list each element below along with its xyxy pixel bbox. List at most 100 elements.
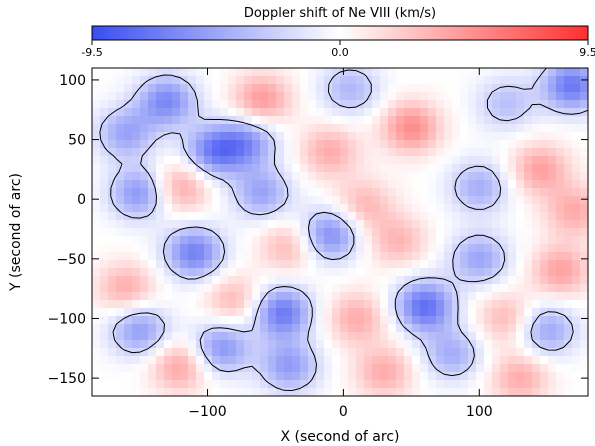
heatmap-cell — [572, 140, 581, 149]
heatmap-cell — [292, 76, 301, 85]
heatmap-cell — [148, 308, 157, 317]
heatmap-cell — [108, 236, 117, 245]
heatmap-cell — [332, 132, 341, 141]
heatmap-cell — [460, 220, 469, 229]
heatmap-cell — [236, 188, 245, 197]
colorbar-ticks: -9.5 0.0 9.5 — [81, 40, 595, 59]
heatmap-cell — [524, 308, 533, 317]
heatmap-cell — [460, 292, 469, 301]
heatmap-cell — [364, 236, 373, 245]
heatmap-cell — [300, 228, 309, 237]
y-tick-label: −50 — [56, 252, 86, 268]
heatmap-cell — [212, 132, 221, 141]
heatmap-cell — [92, 180, 101, 189]
heatmap-cell — [548, 244, 557, 253]
heatmap-cell — [276, 108, 285, 117]
heatmap-cell — [220, 316, 229, 325]
heatmap-cell — [300, 212, 309, 221]
heatmap-cell — [292, 260, 301, 269]
heatmap-cell — [532, 244, 541, 253]
heatmap-cell — [380, 228, 389, 237]
heatmap-cell — [220, 276, 229, 285]
heatmap-cell — [508, 252, 517, 261]
heatmap-cell — [164, 228, 173, 237]
heatmap-cell — [388, 340, 397, 349]
heatmap-cell — [468, 348, 477, 357]
heatmap-cell — [524, 76, 533, 85]
heatmap-cell — [228, 196, 237, 205]
heatmap-cell — [404, 188, 413, 197]
heatmap-cell — [164, 220, 173, 229]
heatmap-cell — [492, 380, 501, 389]
heatmap-cell — [524, 220, 533, 229]
heatmap-cell — [316, 284, 325, 293]
heatmap-cell — [244, 372, 253, 381]
heatmap-cell — [476, 308, 485, 317]
heatmap-cell — [228, 188, 237, 197]
heatmap-cell — [284, 364, 293, 373]
heatmap-cell — [452, 380, 461, 389]
heatmap-cell — [308, 116, 317, 125]
heatmap-cell — [460, 132, 469, 141]
heatmap-cell — [348, 180, 357, 189]
heatmap-cell — [436, 140, 445, 149]
heatmap-cell — [196, 236, 205, 245]
heatmap-cell — [188, 340, 197, 349]
heatmap-cell — [380, 236, 389, 245]
heatmap-cell — [428, 260, 437, 269]
heatmap-cell — [276, 364, 285, 373]
heatmap-cell — [396, 252, 405, 261]
heatmap-cell — [340, 388, 349, 396]
heatmap-cell — [492, 236, 501, 245]
heatmap-cell — [500, 228, 509, 237]
heatmap-cell — [540, 276, 549, 285]
heatmap-cell — [452, 340, 461, 349]
heatmap-cell — [308, 124, 317, 133]
heatmap-cell — [524, 260, 533, 269]
heatmap-cell — [348, 172, 357, 181]
heatmap-cell — [340, 324, 349, 333]
heatmap-cell — [260, 244, 269, 253]
heatmap-cell — [364, 324, 373, 333]
heatmap-cell — [348, 332, 357, 341]
heatmap-cell — [268, 268, 277, 277]
heatmap-cell — [412, 348, 421, 357]
heatmap-cell — [292, 228, 301, 237]
heatmap-cell — [540, 204, 549, 213]
heatmap-cell — [540, 212, 549, 221]
heatmap-cell — [172, 212, 181, 221]
heatmap-cell — [252, 332, 261, 341]
heatmap-cell — [220, 372, 229, 381]
heatmap-cell — [132, 156, 141, 165]
heatmap-cell — [420, 220, 429, 229]
heatmap-cell — [92, 340, 101, 349]
heatmap-cell — [580, 108, 588, 117]
heatmap-cell — [380, 380, 389, 389]
heatmap-cell — [244, 180, 253, 189]
heatmap-cell — [284, 268, 293, 277]
heatmap-cell — [460, 228, 469, 237]
heatmap-cell — [100, 244, 109, 253]
heatmap-cell — [372, 92, 381, 101]
heatmap-cell — [412, 172, 421, 181]
heatmap-cell — [532, 172, 541, 181]
heatmap-cell — [476, 380, 485, 389]
heatmap-cell — [340, 180, 349, 189]
heatmap-cell — [580, 372, 588, 381]
heatmap-cell — [156, 148, 165, 157]
heatmap-cell — [164, 380, 173, 389]
heatmap-cell — [476, 220, 485, 229]
heatmap-cell — [148, 316, 157, 325]
heatmap-cell — [324, 68, 333, 77]
heatmap-cell — [516, 316, 525, 325]
heatmap-cell — [324, 76, 333, 85]
heatmap-cell — [244, 348, 253, 357]
heatmap-cell — [356, 228, 365, 237]
heatmap-cell — [156, 324, 165, 333]
heatmap-cell — [196, 244, 205, 253]
heatmap-cell — [364, 180, 373, 189]
heatmap-cell — [204, 212, 213, 221]
heatmap-cell — [428, 292, 437, 301]
heatmap-cell — [484, 340, 493, 349]
heatmap-cell — [348, 132, 357, 141]
